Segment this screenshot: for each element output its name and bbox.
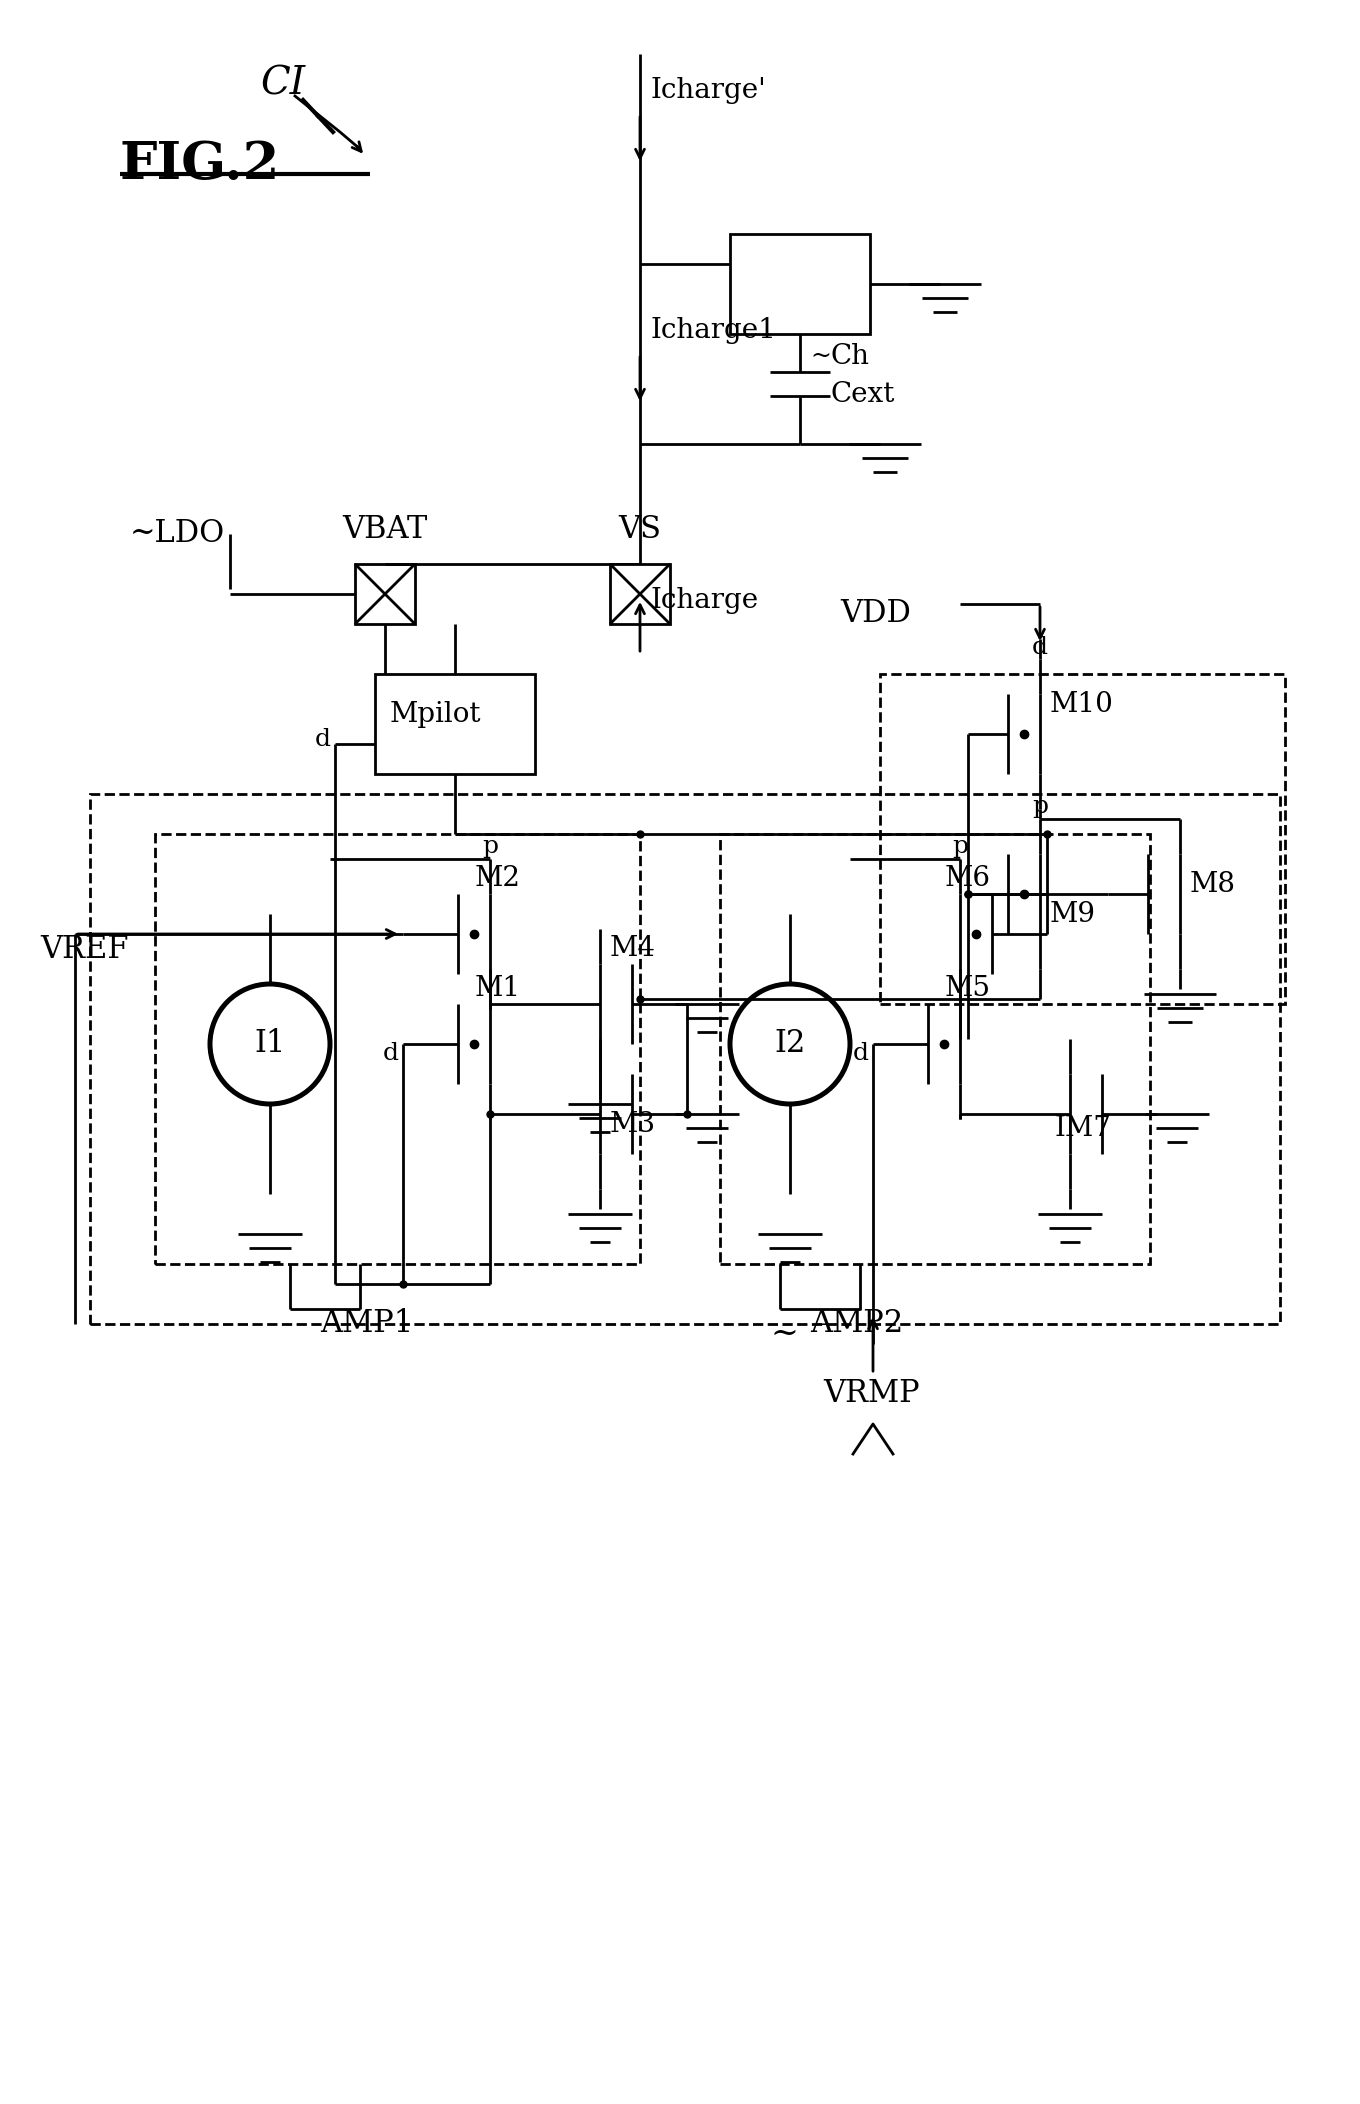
Bar (611, 564, 670, 625)
Text: ~: ~ (811, 345, 831, 368)
Text: d: d (384, 1041, 398, 1065)
Text: VRMP: VRMP (823, 1378, 919, 1410)
Text: Mpilot: Mpilot (390, 701, 481, 728)
Bar (90, 793, 1280, 1323)
Text: M6: M6 (945, 865, 991, 892)
Bar (375, 673, 534, 774)
Text: M10: M10 (1050, 690, 1114, 717)
Bar (719, 833, 1151, 1265)
Text: IM7: IM7 (1055, 1115, 1112, 1142)
Text: Icharge: Icharge (650, 587, 758, 614)
Text: Icharge1: Icharge1 (650, 318, 775, 343)
Text: p: p (481, 835, 498, 858)
Bar (155, 833, 641, 1265)
Text: I1: I1 (254, 1029, 286, 1060)
Text: VREF: VREF (39, 934, 128, 964)
Text: CI: CI (260, 65, 305, 103)
Text: M5: M5 (945, 976, 991, 1002)
Text: M4: M4 (611, 936, 656, 962)
Text: M1: M1 (475, 976, 521, 1002)
Text: p: p (952, 835, 968, 858)
Text: Icharge': Icharge' (650, 78, 766, 103)
Bar (355, 564, 415, 625)
Text: ~LDO: ~LDO (131, 518, 226, 549)
Text: ~: ~ (770, 1317, 798, 1351)
Text: VS: VS (619, 513, 661, 545)
Text: FIG.2: FIG.2 (120, 139, 280, 189)
Text: d: d (1032, 635, 1049, 659)
Text: M3: M3 (611, 1111, 656, 1138)
Text: VDD: VDD (840, 598, 911, 629)
Text: Ch: Ch (830, 343, 869, 370)
Text: Cext: Cext (830, 381, 895, 408)
Text: M9: M9 (1050, 901, 1096, 928)
Bar (730, 234, 870, 335)
Text: AMP1: AMP1 (320, 1309, 413, 1340)
Text: VBAT: VBAT (343, 513, 427, 545)
Text: M8: M8 (1190, 871, 1236, 898)
Text: I2: I2 (774, 1029, 805, 1060)
Text: d: d (316, 728, 330, 751)
Text: AMP2: AMP2 (811, 1309, 903, 1340)
Text: p: p (1032, 795, 1049, 818)
Text: d: d (853, 1041, 869, 1065)
Bar (880, 673, 1285, 1004)
Text: M2: M2 (475, 865, 521, 892)
